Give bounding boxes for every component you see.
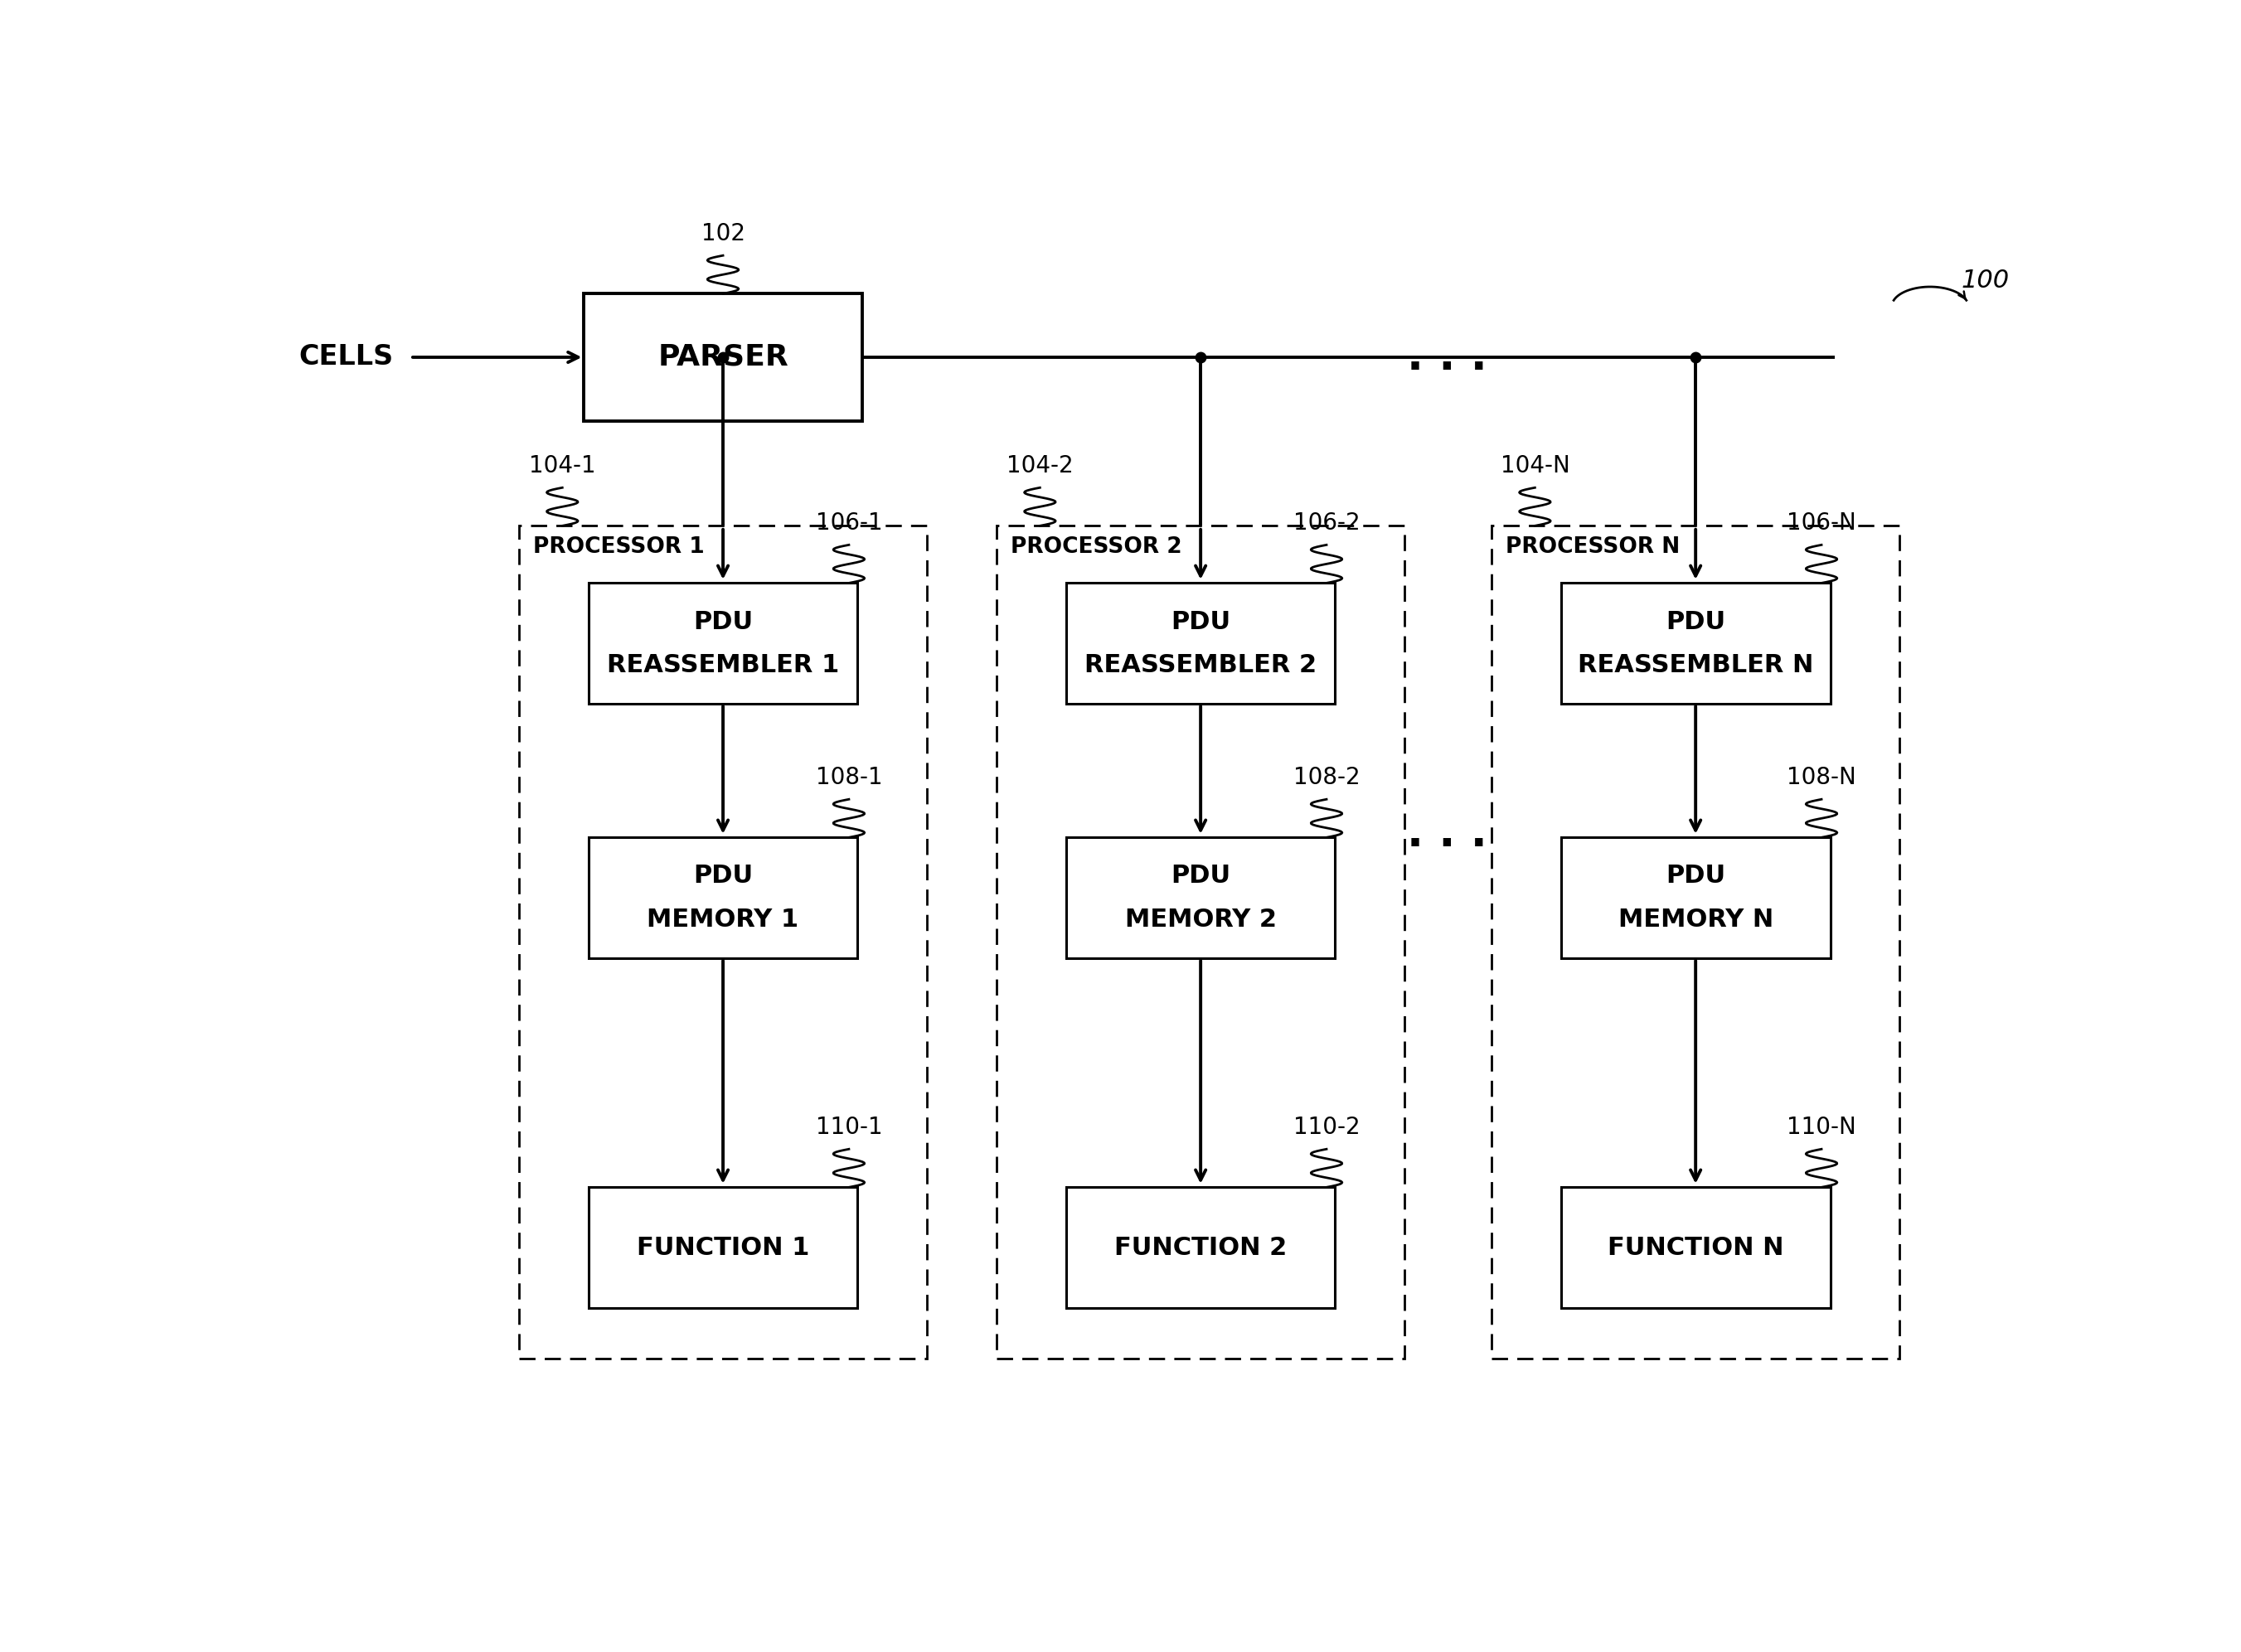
FancyBboxPatch shape (585, 294, 863, 421)
FancyBboxPatch shape (589, 838, 858, 958)
Text: . . .: . . . (1407, 335, 1488, 378)
Text: 108-2: 108-2 (1293, 767, 1360, 790)
FancyBboxPatch shape (1067, 1188, 1336, 1308)
Text: MEMORY N: MEMORY N (1618, 907, 1773, 932)
Text: 106-N: 106-N (1786, 512, 1856, 535)
Text: 108-1: 108-1 (816, 767, 883, 790)
Text: 106-2: 106-2 (1293, 512, 1360, 535)
Text: 100: 100 (1961, 269, 2010, 292)
Text: MEMORY 1: MEMORY 1 (648, 907, 798, 932)
Text: 104-2: 104-2 (1006, 454, 1073, 477)
Text: . . .: . . . (1407, 813, 1488, 856)
Text: REASSEMBLER 1: REASSEMBLER 1 (607, 653, 838, 677)
Text: 110-1: 110-1 (816, 1115, 883, 1138)
Text: MEMORY 2: MEMORY 2 (1125, 907, 1277, 932)
Text: PDU: PDU (1170, 864, 1230, 889)
FancyBboxPatch shape (1067, 838, 1336, 958)
Text: PROCESSOR 2: PROCESSOR 2 (1011, 535, 1181, 557)
Text: 106-1: 106-1 (816, 512, 883, 535)
FancyBboxPatch shape (1562, 838, 1831, 958)
Text: PROCESSOR 1: PROCESSOR 1 (533, 535, 704, 557)
Text: REASSEMBLER N: REASSEMBLER N (1578, 653, 1813, 677)
Text: FUNCTION 1: FUNCTION 1 (636, 1236, 809, 1260)
Text: 104-N: 104-N (1499, 454, 1569, 477)
Text: 104-1: 104-1 (529, 454, 596, 477)
Text: 102: 102 (701, 221, 744, 244)
FancyBboxPatch shape (1562, 1188, 1831, 1308)
Text: PROCESSOR N: PROCESSOR N (1506, 535, 1681, 557)
Text: 110-N: 110-N (1786, 1115, 1856, 1138)
Text: PDU: PDU (1665, 864, 1726, 889)
Text: PDU: PDU (692, 610, 753, 634)
Text: FUNCTION 2: FUNCTION 2 (1114, 1236, 1286, 1260)
Text: 110-2: 110-2 (1293, 1115, 1360, 1138)
Text: CELLS: CELLS (298, 344, 392, 372)
FancyBboxPatch shape (589, 583, 858, 704)
Text: PDU: PDU (692, 864, 753, 889)
FancyBboxPatch shape (1067, 583, 1336, 704)
FancyBboxPatch shape (1562, 583, 1831, 704)
Text: PDU: PDU (1665, 610, 1726, 634)
Text: FUNCTION N: FUNCTION N (1607, 1236, 1784, 1260)
Text: PARSER: PARSER (657, 344, 789, 372)
FancyBboxPatch shape (589, 1188, 858, 1308)
Text: REASSEMBLER 2: REASSEMBLER 2 (1085, 653, 1318, 677)
Text: 108-N: 108-N (1786, 767, 1856, 790)
Text: PDU: PDU (1170, 610, 1230, 634)
